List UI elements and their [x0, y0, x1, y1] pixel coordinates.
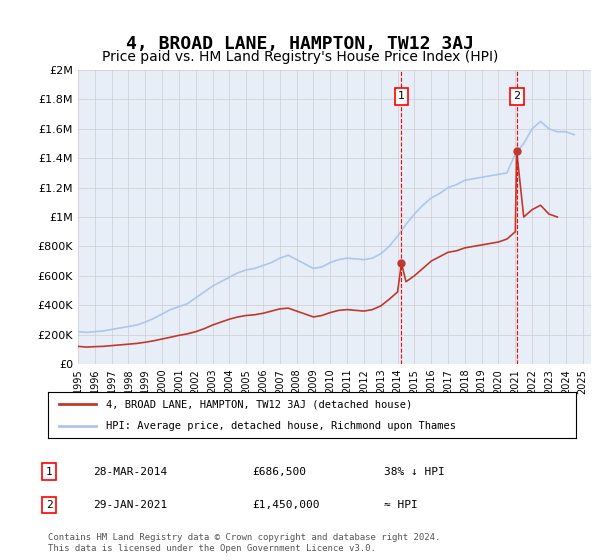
Text: Contains HM Land Registry data © Crown copyright and database right 2024.: Contains HM Land Registry data © Crown c…	[48, 533, 440, 542]
Text: 38% ↓ HPI: 38% ↓ HPI	[384, 466, 445, 477]
Text: HPI: Average price, detached house, Richmond upon Thames: HPI: Average price, detached house, Rich…	[106, 421, 456, 431]
Text: Price paid vs. HM Land Registry's House Price Index (HPI): Price paid vs. HM Land Registry's House …	[102, 50, 498, 64]
Text: 29-JAN-2021: 29-JAN-2021	[93, 500, 167, 510]
Text: £1,450,000: £1,450,000	[252, 500, 320, 510]
Text: This data is licensed under the Open Government Licence v3.0.: This data is licensed under the Open Gov…	[48, 544, 376, 553]
Text: 2: 2	[513, 91, 520, 101]
Text: 1: 1	[398, 91, 405, 101]
Text: ≈ HPI: ≈ HPI	[384, 500, 418, 510]
Text: 28-MAR-2014: 28-MAR-2014	[93, 466, 167, 477]
Text: 1: 1	[46, 466, 53, 477]
Text: 4, BROAD LANE, HAMPTON, TW12 3AJ (detached house): 4, BROAD LANE, HAMPTON, TW12 3AJ (detach…	[106, 399, 412, 409]
Text: £686,500: £686,500	[252, 466, 306, 477]
Text: 4, BROAD LANE, HAMPTON, TW12 3AJ: 4, BROAD LANE, HAMPTON, TW12 3AJ	[126, 35, 474, 53]
Text: 2: 2	[46, 500, 53, 510]
